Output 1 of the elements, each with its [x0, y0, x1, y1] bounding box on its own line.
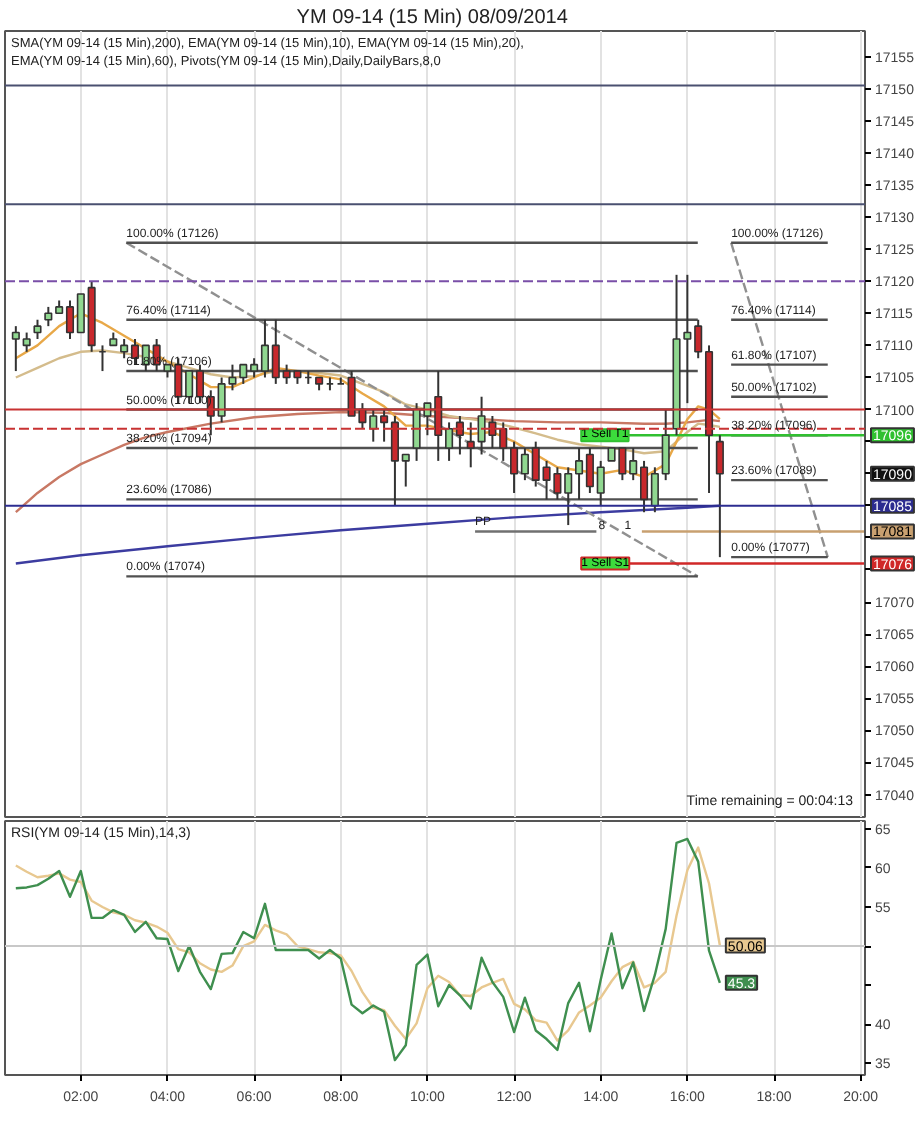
chart-title: YM 09-14 (15 Min) 08/09/2014 — [296, 7, 569, 29]
